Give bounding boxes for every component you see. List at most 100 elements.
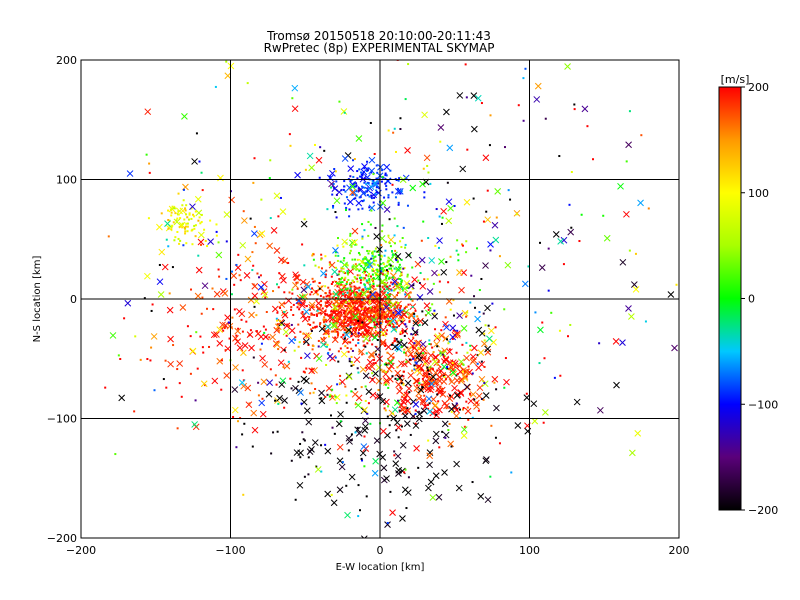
data-point-dot	[71, 246, 73, 248]
data-point-dot	[336, 383, 339, 386]
data-point-dot	[351, 258, 354, 261]
data-point-x	[315, 355, 323, 362]
data-point-dot	[158, 263, 161, 266]
data-point-dot	[303, 475, 306, 478]
data-point-dot	[262, 325, 265, 328]
data-point-x	[320, 341, 327, 348]
data-point-x	[453, 460, 460, 468]
data-point-dot	[365, 295, 368, 298]
data-point-dot	[353, 285, 356, 288]
data-point-dot	[303, 264, 306, 267]
data-point-dot	[750, 354, 752, 356]
data-point-dot	[312, 253, 315, 256]
data-point-dot	[378, 353, 381, 356]
data-point-dot	[381, 267, 384, 270]
data-point-x	[379, 278, 387, 286]
data-point-dot	[644, 320, 647, 323]
data-point-dot	[399, 375, 402, 378]
data-point-dot	[388, 218, 391, 221]
data-point-dot	[466, 311, 469, 314]
data-point-dot	[343, 301, 346, 304]
data-point-dot	[170, 214, 173, 217]
data-point-x	[425, 395, 433, 403]
data-point-x	[383, 285, 391, 293]
data-point-dot	[184, 227, 187, 230]
data-point-x	[304, 283, 312, 291]
data-point-x	[427, 352, 435, 359]
data-point-dot	[387, 307, 390, 310]
data-point-dot	[296, 287, 299, 290]
data-point-dot	[404, 323, 407, 326]
data-point-dot	[259, 274, 262, 277]
data-point-dot	[349, 180, 352, 183]
data-point-dot	[198, 216, 201, 219]
data-point-dot	[324, 443, 327, 446]
data-point-dot	[368, 339, 371, 342]
data-point-dot	[387, 320, 390, 323]
data-point-dot	[282, 366, 285, 369]
data-point-dot	[160, 212, 163, 215]
data-point-dot	[398, 177, 401, 180]
data-point-dot	[358, 253, 361, 256]
data-point-dot	[290, 387, 293, 390]
data-point-dot	[417, 466, 420, 469]
data-point-dot	[180, 395, 183, 398]
data-point-dot	[343, 278, 346, 281]
data-point-dot	[327, 335, 330, 338]
data-point-dot	[336, 328, 339, 331]
data-point-dot	[399, 128, 402, 131]
data-point-dot	[374, 306, 377, 309]
data-point-dot	[351, 321, 354, 324]
data-point-dot	[455, 249, 458, 252]
data-point-dot	[348, 252, 351, 255]
data-point-dot	[360, 171, 363, 174]
data-point-dot	[398, 409, 401, 412]
data-point-dot	[320, 300, 323, 303]
data-point-dot	[399, 240, 402, 243]
data-point-dot	[414, 409, 417, 412]
data-point-dot	[376, 284, 379, 287]
data-point-x	[352, 304, 360, 312]
data-point-dot	[373, 310, 376, 313]
data-point-dot	[363, 465, 366, 468]
data-point-dot	[357, 338, 360, 341]
data-point-x	[467, 397, 475, 405]
data-point-dot	[366, 342, 369, 345]
data-point-dot	[569, 323, 572, 326]
data-point-dot	[413, 312, 416, 315]
data-point-dot	[370, 194, 373, 197]
data-point-dot	[429, 360, 432, 363]
data-point-dot	[287, 360, 290, 363]
data-point-dot	[143, 297, 146, 300]
data-point-dot	[400, 345, 403, 348]
data-point-x	[443, 323, 450, 331]
data-point-dot	[404, 352, 407, 355]
data-point-dot	[174, 212, 177, 215]
data-point-dot	[465, 251, 468, 254]
data-point-dot	[283, 310, 286, 313]
data-point-dot	[397, 436, 400, 439]
data-point-dot	[357, 208, 360, 211]
data-point-dot	[237, 420, 240, 423]
data-point-dot	[299, 456, 302, 459]
data-point-dot	[388, 309, 391, 312]
data-point-dot	[335, 180, 338, 183]
data-point-x	[379, 330, 387, 337]
data-point-dot	[388, 276, 391, 279]
data-point-dot	[375, 268, 378, 271]
data-point-dot	[404, 468, 407, 471]
data-point-dot	[348, 283, 351, 286]
data-point-x	[359, 317, 366, 325]
data-point-dot	[437, 400, 440, 403]
data-point-dot	[274, 399, 277, 402]
data-point-dot	[390, 311, 393, 314]
data-point-dot	[387, 234, 390, 237]
data-point-dot	[429, 343, 432, 346]
data-point-dot	[352, 327, 355, 330]
data-point-x	[331, 268, 339, 276]
data-point-dot	[437, 360, 440, 363]
data-point-dot	[224, 349, 227, 352]
data-point-dot	[398, 283, 401, 286]
data-point-dot	[146, 358, 149, 361]
data-point-x	[231, 406, 239, 414]
